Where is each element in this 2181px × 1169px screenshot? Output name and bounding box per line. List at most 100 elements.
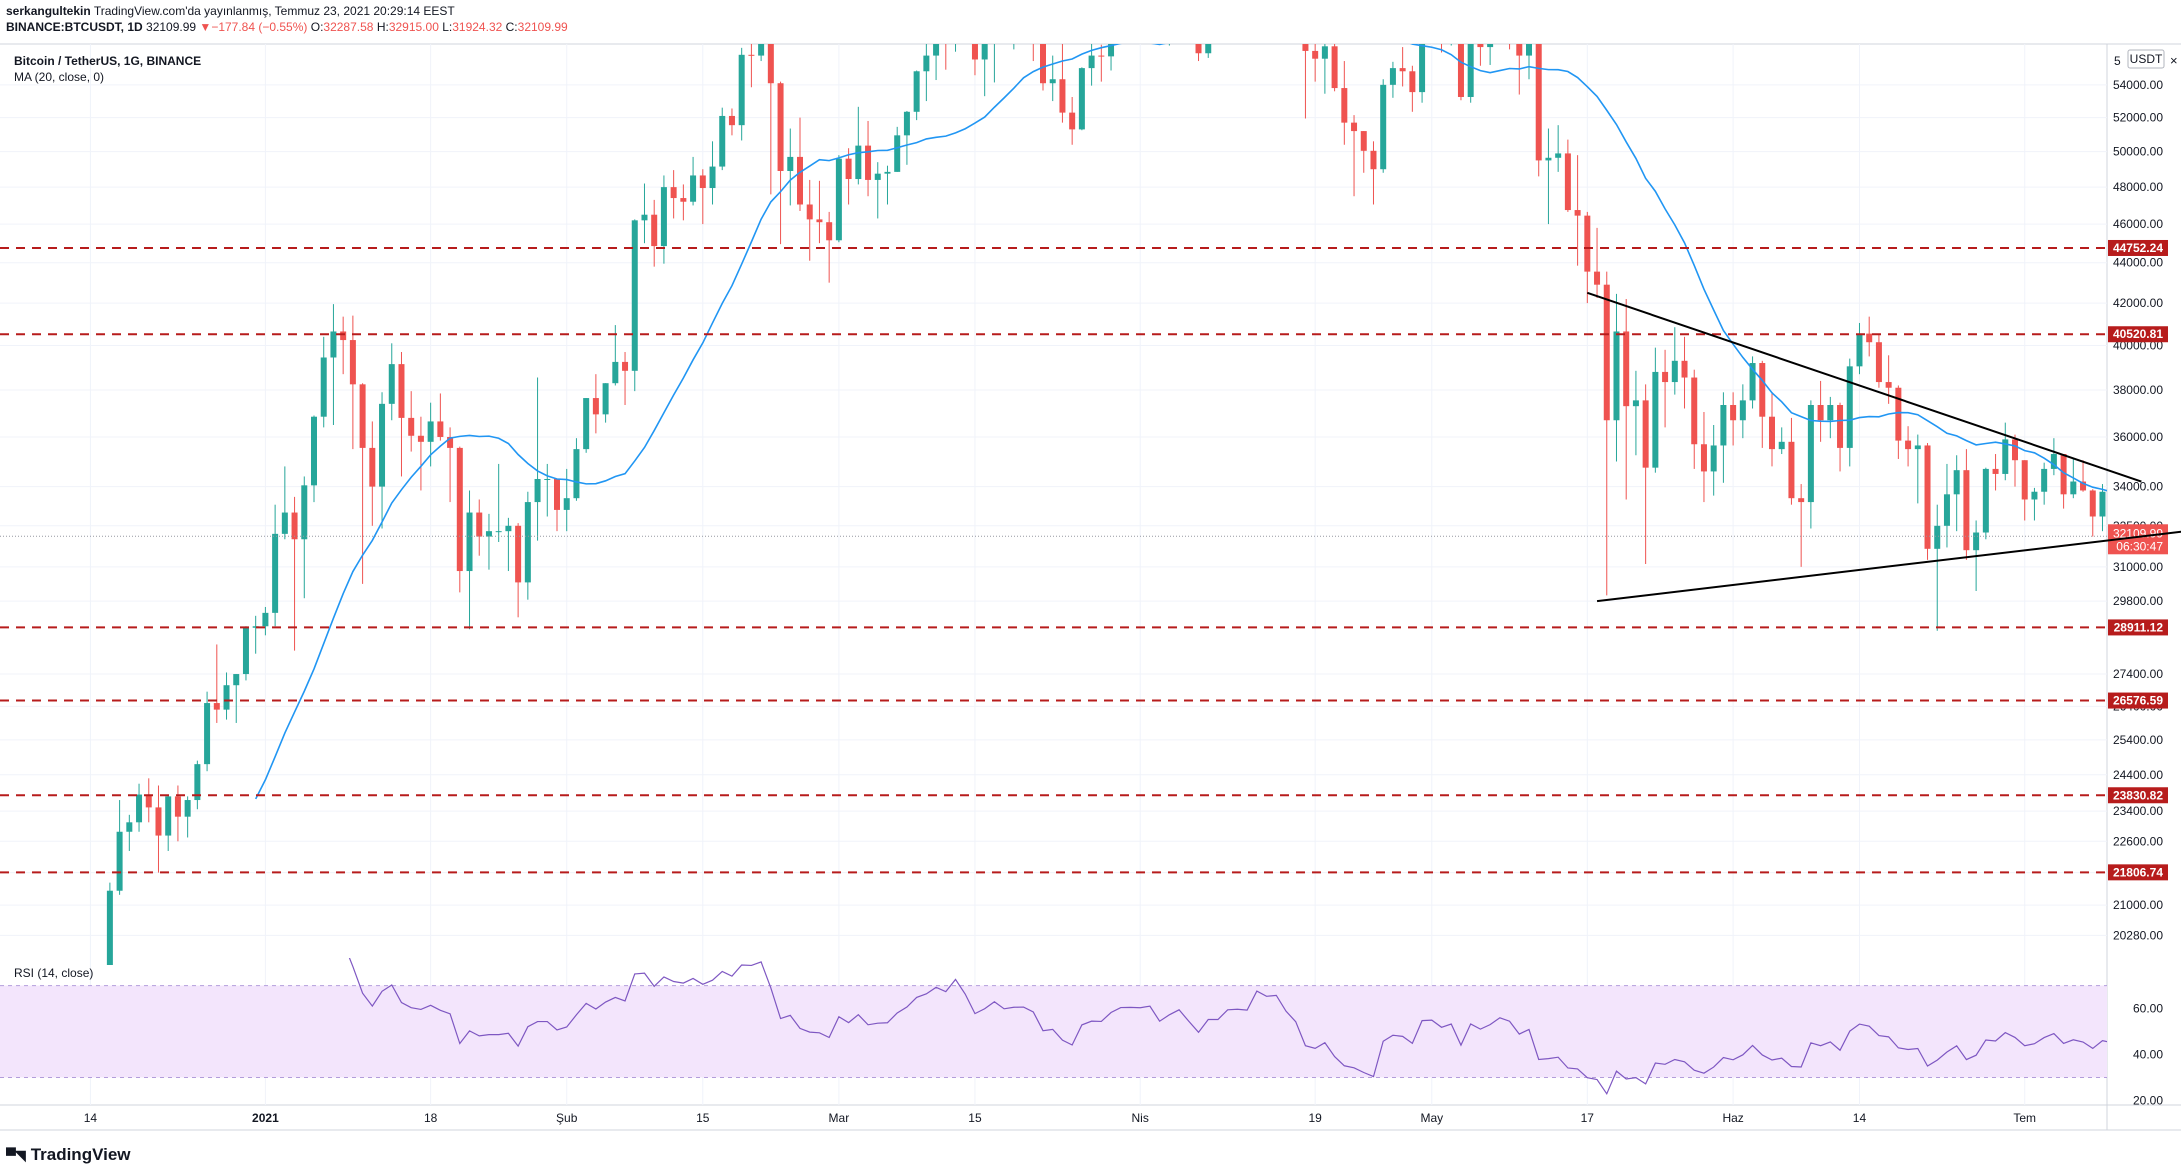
candle-body [1088,55,1095,69]
candle [1409,65,1416,112]
candle [1769,392,1775,467]
ohlc-low: 31924.32 [452,20,503,34]
candle [194,760,201,810]
ma-legend[interactable]: MA (20, close, 0) [14,70,105,84]
candle [981,44,988,97]
candle-body [573,449,580,499]
candle-body [2012,439,2018,461]
candle [1778,427,1785,455]
candle-body [554,478,560,510]
candle-body [447,436,454,448]
x-tick-label: 14 [1853,1111,1867,1125]
candle [301,476,308,599]
candle-body [320,357,327,417]
candle [1108,44,1115,71]
candle-body [953,0,959,35]
candle-body [1477,44,1484,48]
candle [1439,26,1445,53]
candle [651,199,658,267]
candle-body [145,794,152,808]
candle-body [1049,79,1056,84]
candle-body [1759,363,1766,417]
tradingview-brand[interactable]: ▀◥ TradingView [6,1145,131,1165]
candle [1924,443,1931,560]
candle-body [670,187,677,199]
author-name[interactable]: serkangultekin [6,4,91,18]
candle [1914,434,1921,504]
rsi-line [348,958,2107,1096]
candle-body [1564,153,1571,211]
candle-body [1439,26,1445,44]
candle [106,882,113,965]
candle [291,496,298,651]
candle [738,47,745,141]
candle [379,392,386,529]
candle-body [2177,553,2181,556]
candle [670,170,677,219]
candle [1817,380,1824,442]
header-line-2: BINANCE:BTCUSDT, 1D 32109.99 ▼−177.84 (−… [6,19,568,35]
candle-body [2021,460,2028,500]
candle [1001,0,1007,38]
candle-body [330,331,337,358]
candle [1467,44,1474,103]
candle-body [340,331,347,341]
candle-body [1399,68,1406,72]
candle [2168,533,2174,566]
candle [602,383,609,423]
candle [991,9,997,83]
candle-body [767,44,774,84]
candle [515,523,522,618]
candle [1963,449,1970,560]
level-label-bg [2108,326,2168,343]
candle [1399,47,1406,87]
candle [1574,155,1581,266]
rsi-pane [0,958,2107,1096]
candle-body [1341,88,1348,123]
candle-body [1545,157,1552,161]
rsi-legend[interactable]: RSI (14, close) [14,966,94,980]
candle-body [1778,441,1785,450]
candle [1321,44,1328,94]
candle-body [1118,12,1124,28]
candle-body [1973,532,1980,551]
candle-body [476,512,483,537]
candle-body [126,822,133,832]
candle [719,107,726,171]
candles [106,0,2181,965]
rsi-band [0,985,2107,1078]
y-tick-label: 44000.00 [2113,256,2163,270]
candle-body [1875,342,1882,383]
candle [1049,55,1056,102]
y-tick-label: 20280.00 [2113,928,2163,942]
candle-body [991,9,997,39]
candle [1720,392,1727,483]
candle-body [301,485,308,540]
candle-body [855,145,862,180]
candle [1215,9,1221,28]
candle-body [524,502,531,583]
candle [1992,454,1999,491]
candle [894,126,901,172]
candle [1118,2,1124,38]
candle-body [583,398,590,450]
candle-body [1846,366,1853,448]
candle [845,148,852,205]
candle [2012,434,2018,487]
candle-body [563,498,570,510]
candle [1225,0,1231,24]
candle [485,513,492,570]
symbol-legend[interactable]: Bitcoin / TetherUS, 1G, BINANCE [14,54,202,68]
candle [466,490,473,630]
candle-body [437,421,444,437]
candle-body [2002,439,2009,474]
candle-body [1710,445,1717,472]
candle [204,691,211,772]
candle [1380,79,1387,173]
grid-lines [0,44,2107,1105]
level-label-bg [2108,787,2168,804]
candle-body [2041,468,2048,492]
candle-body [165,796,172,836]
candle-body [398,364,405,418]
